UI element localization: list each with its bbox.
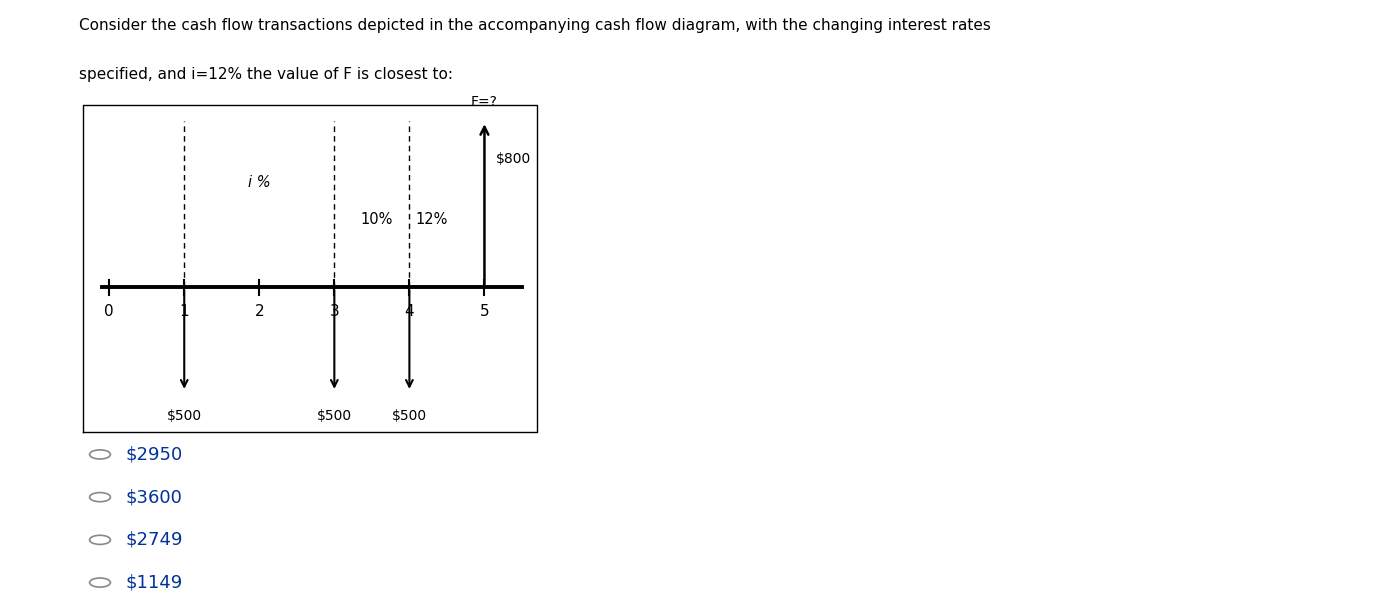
Text: i %: i % [249, 176, 271, 190]
Text: 5: 5 [479, 304, 489, 320]
Text: $500: $500 [167, 409, 201, 423]
Text: 3: 3 [329, 304, 339, 320]
Text: $1149: $1149 [125, 573, 182, 592]
Text: $500: $500 [392, 409, 426, 423]
Text: $800: $800 [496, 152, 531, 167]
Text: 2: 2 [254, 304, 264, 320]
Text: 0: 0 [104, 304, 114, 320]
Text: $2749: $2749 [125, 531, 182, 549]
Text: 10%: 10% [361, 212, 393, 226]
Text: specified, and i=12% the value of F is closest to:: specified, and i=12% the value of F is c… [79, 67, 453, 82]
Text: 4: 4 [404, 304, 414, 320]
Text: 12%: 12% [415, 212, 447, 226]
Text: $2950: $2950 [125, 445, 182, 464]
Text: Consider the cash flow transactions depicted in the accompanying cash flow diagr: Consider the cash flow transactions depi… [79, 18, 990, 34]
Text: $3600: $3600 [125, 488, 182, 506]
Text: $500: $500 [317, 409, 351, 423]
Text: F=?: F=? [471, 95, 497, 109]
Text: 1: 1 [179, 304, 189, 320]
